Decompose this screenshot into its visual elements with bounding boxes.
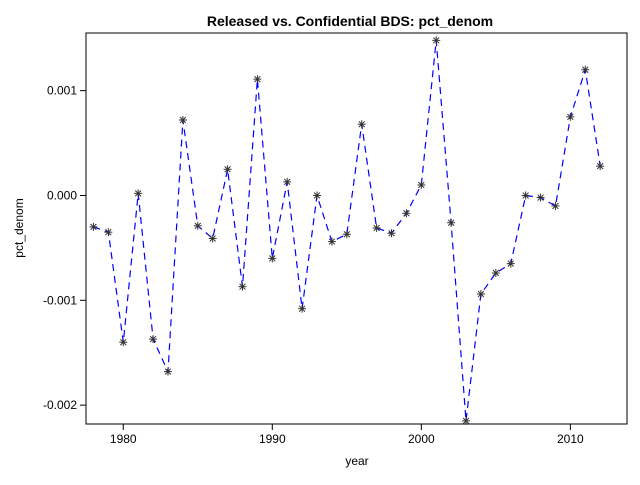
data-point [208,234,217,243]
data-point [536,193,545,202]
data-point [327,237,336,246]
data-point [268,254,277,263]
data-point [342,230,351,239]
data-point [238,282,247,291]
chart-title: Released vs. Confidential BDS: pct_denom [207,13,493,29]
data-point [417,180,426,189]
data-point [551,201,560,210]
data-point [506,259,515,268]
series-line [93,40,601,421]
data-point [283,177,292,186]
series-layer [89,36,605,425]
data-point [476,290,485,299]
x-tick-label: 2000 [408,432,435,446]
data-point [596,162,605,171]
y-tick-label: 0.001 [47,84,77,98]
data-point [104,228,113,237]
data-point [462,416,471,425]
x-tick-label: 1980 [110,432,137,446]
data-point [491,269,500,278]
data-point [313,191,322,200]
x-tick-label: 2010 [557,432,584,446]
plot-area [85,32,628,425]
data-point [119,338,128,347]
data-point [372,223,381,232]
data-point [387,229,396,238]
data-point [134,189,143,198]
x-tick-label: 1990 [259,432,286,446]
y-tick-label: 0.000 [47,188,77,202]
data-point [432,36,441,45]
data-point [149,335,158,344]
data-point [253,75,262,84]
y-axis: -0.002 -0.001 0.000 0.001 [43,84,86,412]
data-point [566,112,575,121]
x-axis: 1980 1990 2000 2010 [110,424,584,446]
data-point [223,165,232,174]
data-point [521,191,530,200]
data-point [298,304,307,313]
data-point [581,65,590,74]
data-point [178,116,187,125]
y-axis-label: pct_denom [12,198,26,257]
data-point [402,209,411,218]
y-tick-label: -0.001 [43,293,77,307]
data-point [89,222,98,231]
data-point [447,218,456,227]
x-axis-label: year [345,454,368,468]
data-point [193,221,202,230]
data-point [163,367,172,376]
data-point [357,120,366,129]
y-tick-label: -0.002 [43,398,77,412]
